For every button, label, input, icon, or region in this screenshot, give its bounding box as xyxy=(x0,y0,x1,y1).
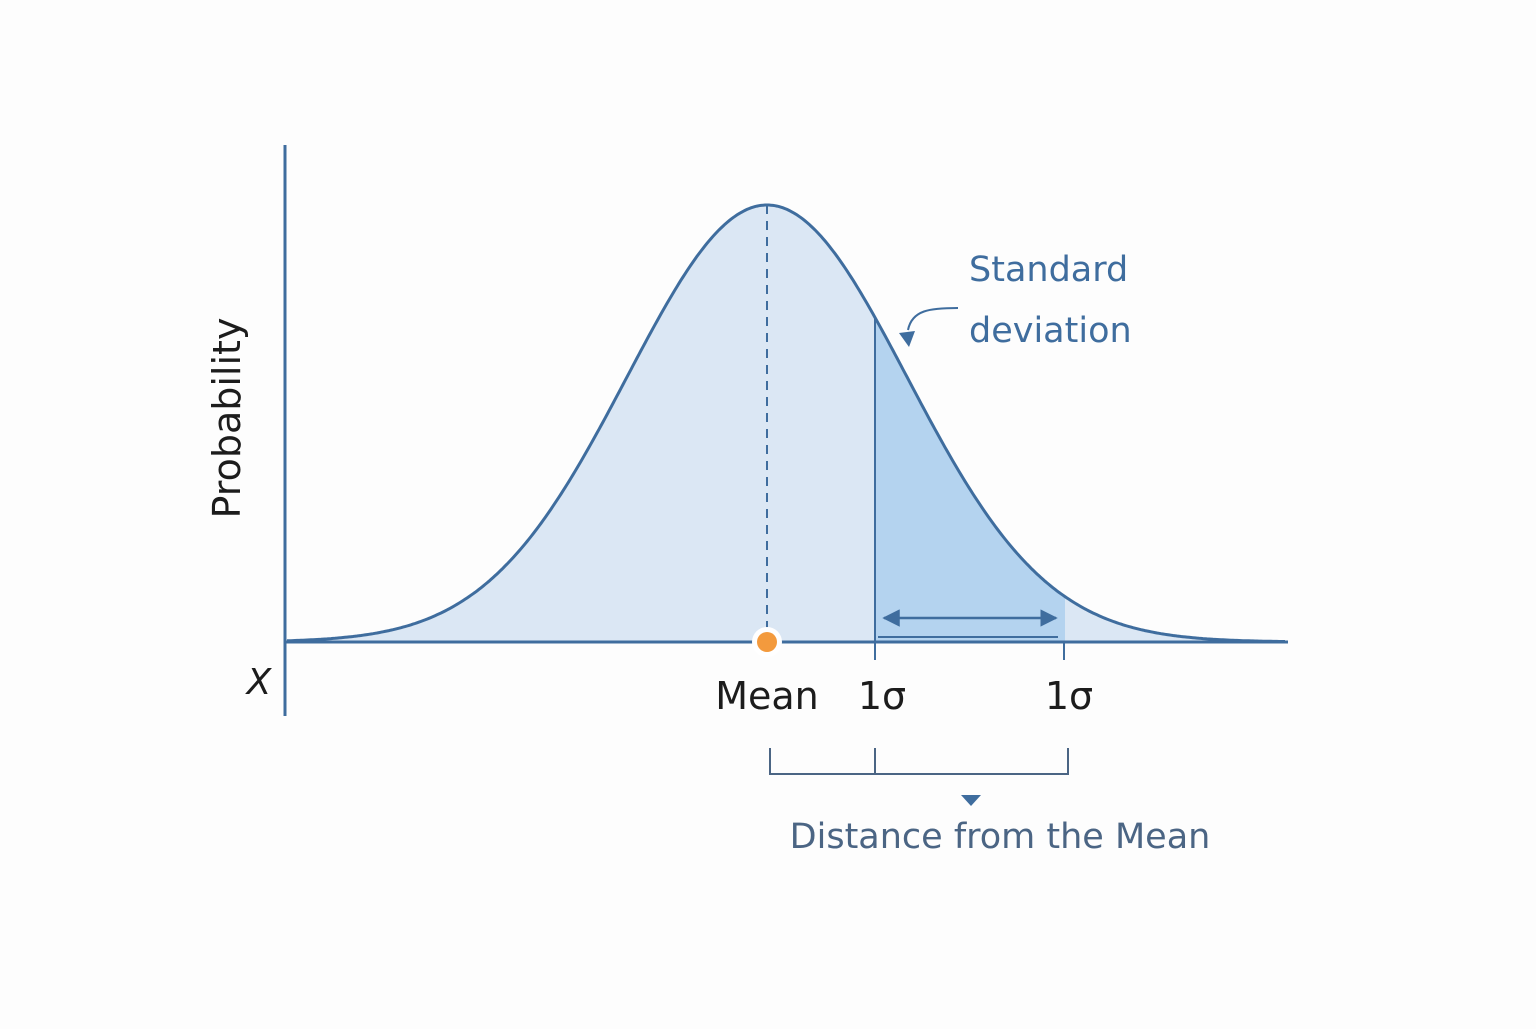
sigma-label-first: 1σ xyxy=(858,674,906,718)
callout-line-deviation: deviation xyxy=(969,311,1132,351)
callout-arrow-icon xyxy=(899,331,915,347)
sigma-label-second: 1σ xyxy=(1045,674,1093,718)
one-sigma-band xyxy=(875,317,1065,642)
curve-area xyxy=(287,205,1286,642)
callout-line-standard: Standard xyxy=(969,250,1128,290)
y-axis-label: Probability xyxy=(205,318,249,519)
mean-marker xyxy=(757,632,777,652)
bracket-label: Distance from the Mean xyxy=(790,817,1211,857)
distance-bracket xyxy=(769,748,1069,775)
normal-curve xyxy=(286,203,1285,643)
x-variable-label: X xyxy=(245,662,273,703)
bracket-pointer-icon xyxy=(961,795,981,806)
mean-label: Mean xyxy=(715,674,819,718)
callout-connector xyxy=(907,307,959,331)
